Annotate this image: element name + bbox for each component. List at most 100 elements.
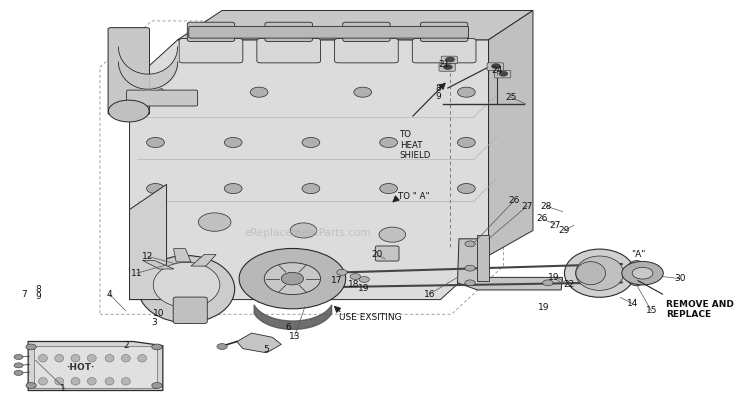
Text: 14: 14 xyxy=(627,299,638,308)
Circle shape xyxy=(224,184,242,194)
Circle shape xyxy=(458,137,476,147)
FancyBboxPatch shape xyxy=(487,63,503,70)
Text: 25: 25 xyxy=(505,93,517,102)
FancyBboxPatch shape xyxy=(34,346,157,388)
Text: 17: 17 xyxy=(331,276,343,285)
Text: 27: 27 xyxy=(550,221,561,230)
Ellipse shape xyxy=(565,249,634,297)
Circle shape xyxy=(359,277,370,282)
Circle shape xyxy=(14,363,23,368)
Polygon shape xyxy=(488,10,533,256)
FancyBboxPatch shape xyxy=(256,39,320,63)
Ellipse shape xyxy=(105,378,114,385)
Ellipse shape xyxy=(55,354,64,362)
Circle shape xyxy=(14,354,23,360)
Text: 4: 4 xyxy=(106,290,112,299)
Circle shape xyxy=(380,184,398,194)
Text: 27: 27 xyxy=(521,202,532,211)
Text: 19: 19 xyxy=(358,284,370,293)
FancyBboxPatch shape xyxy=(173,297,207,323)
Polygon shape xyxy=(130,184,189,300)
Text: 13: 13 xyxy=(289,331,300,341)
Text: 1: 1 xyxy=(60,384,66,393)
Text: 24: 24 xyxy=(492,66,503,75)
Circle shape xyxy=(199,213,231,231)
FancyBboxPatch shape xyxy=(421,22,468,41)
Text: REMOVE AND
REPLACE: REMOVE AND REPLACE xyxy=(666,300,734,319)
Text: 26: 26 xyxy=(536,214,548,223)
Circle shape xyxy=(350,274,361,279)
Ellipse shape xyxy=(122,354,130,362)
Ellipse shape xyxy=(38,378,47,385)
FancyBboxPatch shape xyxy=(189,26,469,38)
FancyBboxPatch shape xyxy=(188,22,235,41)
Ellipse shape xyxy=(71,354,80,362)
Circle shape xyxy=(379,227,406,242)
Polygon shape xyxy=(28,341,163,391)
Text: 15: 15 xyxy=(646,306,657,316)
FancyBboxPatch shape xyxy=(494,70,511,78)
Circle shape xyxy=(337,269,347,275)
Text: 19: 19 xyxy=(548,273,560,282)
Circle shape xyxy=(458,87,476,97)
Circle shape xyxy=(446,57,454,62)
Text: 30: 30 xyxy=(674,274,686,283)
Ellipse shape xyxy=(139,256,235,323)
Circle shape xyxy=(632,267,653,279)
Polygon shape xyxy=(478,235,488,281)
Circle shape xyxy=(622,261,663,285)
Circle shape xyxy=(443,65,452,70)
Ellipse shape xyxy=(576,261,605,285)
Circle shape xyxy=(14,370,23,375)
Polygon shape xyxy=(178,10,533,40)
FancyBboxPatch shape xyxy=(343,22,390,41)
Text: 19: 19 xyxy=(538,303,550,313)
Circle shape xyxy=(465,265,476,271)
Text: 21: 21 xyxy=(439,60,450,70)
Text: 8: 8 xyxy=(35,285,41,294)
Ellipse shape xyxy=(122,378,130,385)
Circle shape xyxy=(290,223,316,238)
Ellipse shape xyxy=(626,261,648,286)
FancyBboxPatch shape xyxy=(265,22,313,41)
Text: TO " A": TO " A" xyxy=(398,191,429,201)
Text: 8: 8 xyxy=(435,84,441,93)
Ellipse shape xyxy=(153,262,220,308)
Text: 5: 5 xyxy=(263,345,269,354)
FancyBboxPatch shape xyxy=(127,90,198,106)
Text: 22: 22 xyxy=(563,279,574,289)
FancyBboxPatch shape xyxy=(375,246,399,261)
Circle shape xyxy=(146,137,164,147)
Ellipse shape xyxy=(109,100,149,122)
Polygon shape xyxy=(142,260,174,269)
Polygon shape xyxy=(173,248,191,262)
Text: ·HOT·: ·HOT· xyxy=(67,363,95,372)
Polygon shape xyxy=(458,239,562,290)
Circle shape xyxy=(224,137,242,147)
Text: 3: 3 xyxy=(151,318,157,327)
Polygon shape xyxy=(237,333,281,353)
Text: 2: 2 xyxy=(123,341,129,350)
Circle shape xyxy=(152,344,162,350)
FancyBboxPatch shape xyxy=(179,39,243,63)
Circle shape xyxy=(152,383,162,388)
Ellipse shape xyxy=(138,354,146,362)
FancyBboxPatch shape xyxy=(439,64,455,71)
Text: 18: 18 xyxy=(348,280,359,290)
FancyBboxPatch shape xyxy=(334,39,398,63)
Text: 11: 11 xyxy=(131,269,142,278)
Text: 28: 28 xyxy=(541,202,552,211)
Circle shape xyxy=(217,344,227,349)
Text: "A": "A" xyxy=(631,250,645,259)
Circle shape xyxy=(26,383,36,388)
Circle shape xyxy=(146,87,164,97)
Circle shape xyxy=(491,64,500,69)
Circle shape xyxy=(354,87,371,97)
Text: TO
HEAT
SHIELD: TO HEAT SHIELD xyxy=(400,130,431,160)
Circle shape xyxy=(458,184,476,194)
FancyBboxPatch shape xyxy=(441,56,458,64)
Ellipse shape xyxy=(38,354,47,362)
FancyBboxPatch shape xyxy=(413,39,476,63)
Circle shape xyxy=(302,137,320,147)
Circle shape xyxy=(146,184,164,194)
